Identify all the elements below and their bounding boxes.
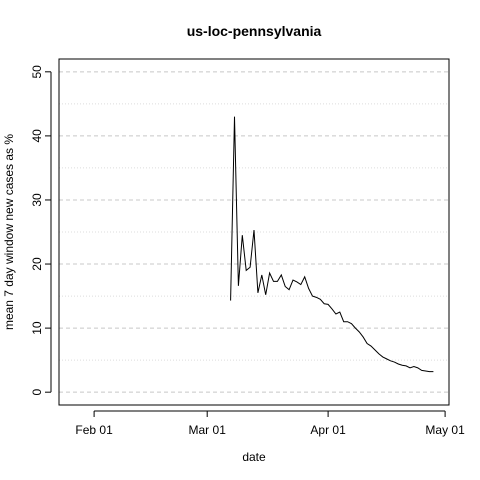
y-tick-label: 0 xyxy=(30,389,44,396)
x-tick-label: May 01 xyxy=(425,423,465,437)
x-axis-label: date xyxy=(242,450,266,464)
y-axis: 0 10 20 30 40 50 xyxy=(30,65,52,396)
x-axis: Feb 01 Mar 01 Apr 01 May 01 xyxy=(75,410,465,437)
y-tick-label: 20 xyxy=(30,257,44,271)
y-tick-label: 50 xyxy=(30,65,44,79)
x-tick-label: Apr 01 xyxy=(310,423,346,437)
x-tick-label: Mar 01 xyxy=(189,423,227,437)
y-tick-label: 30 xyxy=(30,193,44,207)
y-tick-label: 40 xyxy=(30,129,44,143)
chart-title: us-loc-pennsylvania xyxy=(187,23,322,39)
y-tick-label: 10 xyxy=(30,321,44,335)
x-tick-label: Feb 01 xyxy=(75,423,113,437)
series-line-0 xyxy=(230,116,434,373)
y-axis-label: mean 7 day window new cases as % xyxy=(2,134,16,330)
grid xyxy=(59,71,449,393)
plot-frame xyxy=(58,58,450,406)
